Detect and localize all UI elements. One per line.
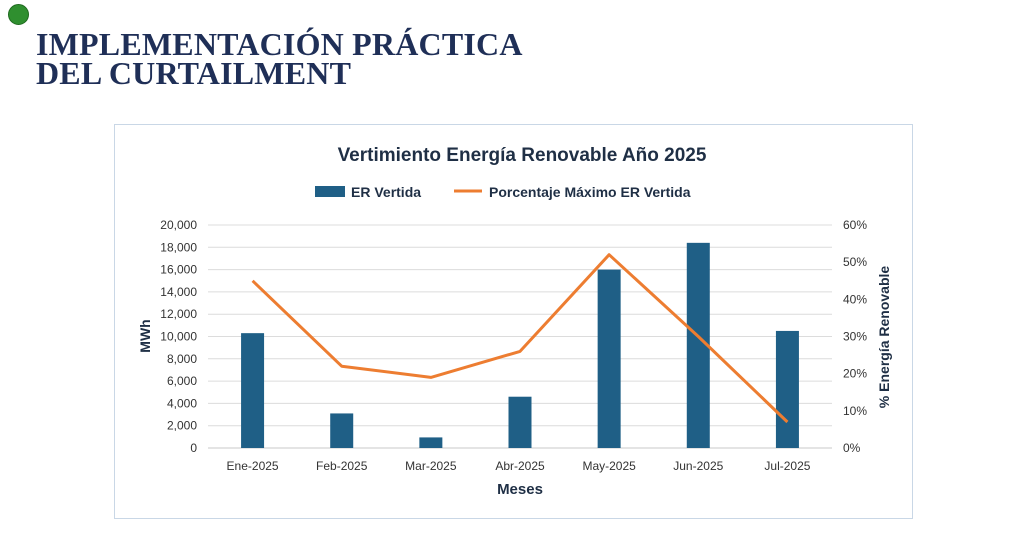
y-tick-label: 6,000 xyxy=(167,374,197,388)
x-tick-label: Jun-2025 xyxy=(673,459,723,473)
y-tick-label: 12,000 xyxy=(160,307,197,321)
bar-feb-2025 xyxy=(330,413,354,448)
green-status-dot xyxy=(8,4,29,25)
bar-jun-2025 xyxy=(686,242,710,448)
slide-title: IMPLEMENTACIÓN PRÁCTICA DEL CURTAILMENT xyxy=(36,26,523,91)
y-tick-label: 10,000 xyxy=(160,330,197,344)
y-right-tick-label: 30% xyxy=(843,330,867,344)
y-tick-label: 8,000 xyxy=(167,352,197,366)
bar-may-2025 xyxy=(597,269,621,448)
left-axis-ticks: 0 2,000 4,000 6,000 8,000 10,000 12,000 14,000 1… xyxy=(160,218,197,455)
chart-title: Vertimiento Energía Renovable Año 2025 xyxy=(338,145,707,166)
y-right-tick-label: 0% xyxy=(843,441,861,455)
y-axis-right-label: % Energía Renovable xyxy=(876,266,892,409)
y-tick-label: 16,000 xyxy=(160,263,197,277)
bar-jul-2025 xyxy=(775,330,799,448)
slide-title-line2: DEL CURTAILMENT xyxy=(36,55,352,91)
y-right-tick-label: 50% xyxy=(843,255,867,269)
x-tick-label: Ene-2025 xyxy=(227,459,279,473)
slide-title-line1: IMPLEMENTACIÓN PRÁCTICA xyxy=(36,26,523,62)
y-axis-label: MWh xyxy=(137,319,153,352)
legend-label-bars: ER Vertida xyxy=(351,184,421,200)
bar-series xyxy=(241,242,799,448)
y-tick-label: 2,000 xyxy=(167,419,197,433)
x-axis-ticks: Ene-2025 Feb-2025 Mar-2025 Abr-2025 May-2025… xyxy=(227,459,811,473)
chart-frame xyxy=(114,124,913,519)
y-tick-label: 14,000 xyxy=(160,285,197,299)
x-axis-label: Meses xyxy=(497,481,543,498)
x-tick-label: Abr-2025 xyxy=(495,459,545,473)
y-right-tick-label: 40% xyxy=(843,292,867,306)
x-tick-label: Jul-2025 xyxy=(764,459,810,473)
x-tick-label: Feb-2025 xyxy=(316,459,368,473)
y-tick-label: 0 xyxy=(190,441,197,455)
x-tick-label: Mar-2025 xyxy=(405,459,457,473)
bar-mar-2025 xyxy=(419,437,443,448)
line-series xyxy=(251,253,789,424)
y-right-tick-label: 10% xyxy=(843,404,867,418)
y-tick-label: 18,000 xyxy=(160,240,197,254)
right-axis-ticks: 0% 10% 20% 30% 40% 50% 60% xyxy=(843,218,867,455)
x-tick-label: May-2025 xyxy=(582,459,636,473)
y-right-tick-label: 20% xyxy=(843,367,867,381)
legend-swatch-bars xyxy=(315,186,345,197)
legend-label-line: Porcentaje Máximo ER Vertida xyxy=(489,184,691,200)
legend: ER Vertida Porcentaje Máximo ER Vertida xyxy=(315,184,691,200)
y-tick-label: 20,000 xyxy=(160,218,197,232)
bar-ene-2025 xyxy=(241,333,265,448)
bar-abr-2025 xyxy=(508,396,532,448)
gridlines xyxy=(208,224,832,449)
y-right-tick-label: 60% xyxy=(843,218,867,232)
y-tick-label: 4,000 xyxy=(167,396,197,410)
